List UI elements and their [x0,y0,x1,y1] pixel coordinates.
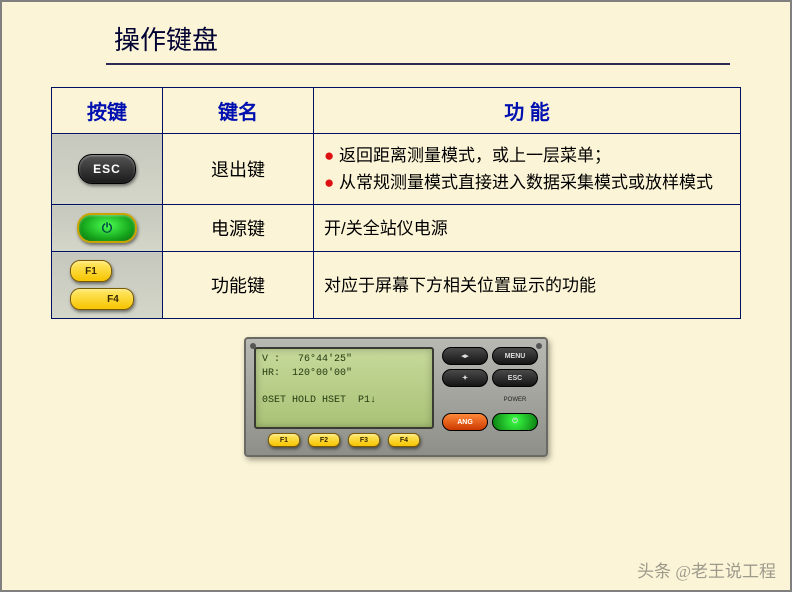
key-func: ● 返回距离测量模式，或上一层菜单； ● 从常规测量模式直接进入数据采集模式或放… [314,134,741,205]
panel-esc-button-icon: ESC [492,369,538,387]
lcd-screen: V : 76°44'25" HR: 120°00'00" 0SET HOLD H… [254,347,434,429]
panel-f2-icon: F2 [308,433,340,447]
panel-f4-icon: F4 [388,433,420,447]
panel-label [442,391,488,409]
key-name: 退出键 [163,134,314,205]
panel-power-button-icon: ⏻ [492,413,538,431]
func-text: 从常规测量模式直接进入数据采集模式或放样模式 [339,173,713,192]
power-label: POWER [492,391,538,409]
panel-f3-icon: F3 [348,433,380,447]
watermark: 头条 @老王说工程 [637,557,776,582]
table-row: ESC 退出键 ● 返回距离测量模式，或上一层菜单； ● 从常规测量模式直接进入… [52,134,741,205]
page-title: 操作键盘 [2,2,790,63]
key-name: 电源键 [163,205,314,252]
bullet-icon: ● [324,173,334,192]
panel-right-pad: ◂▸ MENU ✦ ESC POWER ANG ⏻ [442,347,538,447]
device-panel: V : 76°44'25" HR: 120°00'00" 0SET HOLD H… [244,337,548,457]
col-name-header: 键名 [163,88,314,134]
table-row: F1 F4 功能键 对应于屏幕下方相关位置显示的功能 [52,252,741,319]
lcd-wrap: V : 76°44'25" HR: 120°00'00" 0SET HOLD H… [254,347,434,447]
panel-f1-icon: F1 [268,433,300,447]
func-text: 返回距离测量模式，或上一层菜单； [339,146,611,165]
key-cell-fkeys: F1 F4 [52,252,163,319]
key-name: 功能键 [163,252,314,319]
table-row: ⏻ 电源键 开/关全站仪电源 [52,205,741,252]
table-header-row: 按键 键名 功 能 [52,88,741,134]
key-func: 对应于屏幕下方相关位置显示的功能 [314,252,741,319]
star-button-icon: ✦ [442,369,488,387]
bullet-icon: ● [324,146,334,165]
power-key-icon: ⏻ [77,213,137,243]
keys-table: 按键 键名 功 能 ESC 退出键 ● 返回距离测量模式，或上一层菜单； ● 从… [51,87,741,319]
col-key-header: 按键 [52,88,163,134]
arrows-button-icon: ◂▸ [442,347,488,365]
title-rule [106,63,730,65]
col-func-header: 功 能 [314,88,741,134]
esc-key-icon: ESC [78,154,136,184]
key-cell-esc: ESC [52,134,163,205]
panel-fkey-row: F1 F2 F3 F4 [254,433,434,447]
f4-key-icon: F4 [70,288,134,310]
key-func: 开/关全站仪电源 [314,205,741,252]
key-cell-power: ⏻ [52,205,163,252]
menu-button-icon: MENU [492,347,538,365]
f1-key-icon: F1 [70,260,112,282]
ang-button-icon: ANG [442,413,488,431]
